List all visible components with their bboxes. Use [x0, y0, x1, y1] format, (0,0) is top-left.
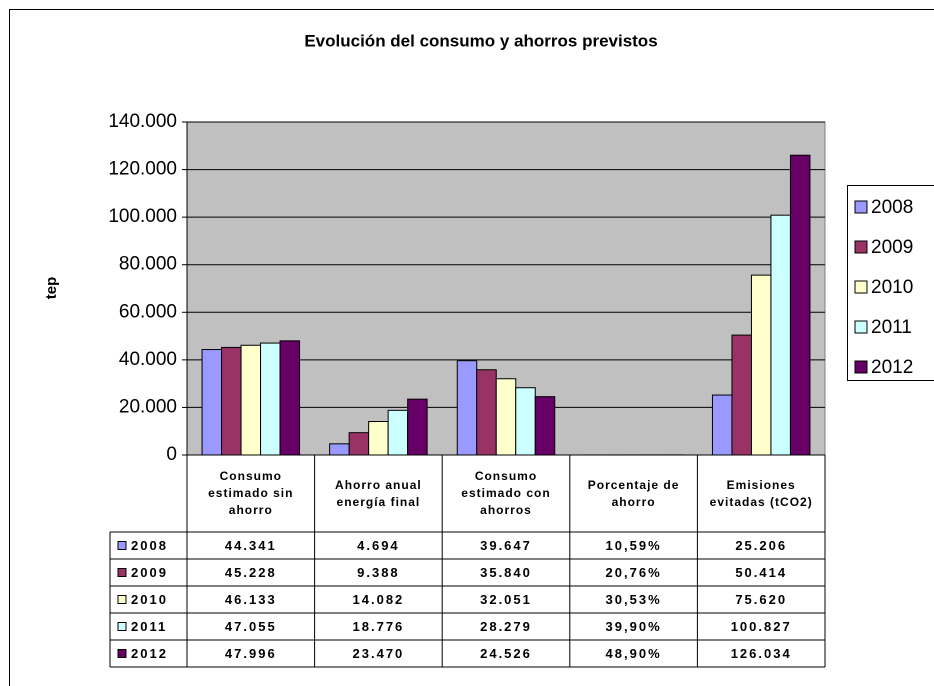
table-cell: 47.055: [225, 619, 277, 634]
y-tick-label: 0: [166, 444, 177, 465]
legend-label: 2011: [871, 317, 912, 338]
table-legend-key: [117, 568, 127, 577]
table-cell: 23.470: [353, 646, 405, 661]
y-tick-label: 80.000: [119, 254, 177, 275]
table-cell: 14.082: [353, 592, 405, 607]
y-tick-label: 40.000: [119, 349, 177, 370]
bar: [731, 334, 752, 456]
bar: [387, 409, 409, 456]
bar: [260, 342, 281, 456]
legend-label: 2012: [871, 357, 913, 378]
table-cell: 44.341: [225, 538, 277, 553]
bar: [789, 154, 811, 456]
table-row-label: 2008: [131, 538, 168, 553]
table-cell: 39,90%: [606, 619, 662, 634]
legend-key: [854, 200, 868, 214]
table-legend-key: [117, 649, 127, 658]
table-cell: 47.996: [225, 646, 277, 661]
legend-label: 2008: [871, 197, 913, 218]
category-label: Emisiones evitadas (tCO2): [709, 477, 813, 509]
bar: [279, 340, 301, 456]
table-row-label: 2010: [131, 592, 168, 607]
y-tick-label: 100.000: [108, 206, 177, 227]
legend-key: [854, 360, 868, 374]
legend-key: [854, 280, 868, 294]
bar: [456, 360, 478, 456]
table-cell: 48,90%: [606, 646, 662, 661]
bar: [240, 344, 262, 456]
table-cell: 100.827: [731, 619, 792, 634]
category-label: Porcentaje de ahorro: [587, 477, 680, 509]
table-row-label: 2012: [131, 646, 168, 661]
table-cell: 24.526: [480, 646, 532, 661]
bar: [750, 274, 772, 456]
bar: [495, 378, 517, 456]
chart-title: Evolución del consumo y ahorros previsto…: [304, 31, 657, 50]
table-cell: 30,53%: [606, 592, 662, 607]
table-cell: 39.647: [480, 538, 532, 553]
table-cell: 4.694: [357, 538, 400, 553]
table-row-label: 2011: [131, 619, 167, 634]
bar: [515, 387, 536, 456]
table-legend-key: [117, 595, 127, 604]
table-cell: 32.051: [480, 592, 532, 607]
bar: [368, 421, 389, 456]
bar: [329, 443, 350, 456]
bar: [201, 349, 223, 456]
table-cell: 10,59%: [606, 538, 662, 553]
table-cell: 46.133: [225, 592, 277, 607]
table-legend-key: [117, 622, 127, 631]
category-label: Consumo estimado con ahorros: [461, 469, 551, 517]
legend-label: 2010: [871, 277, 913, 298]
bar: [770, 214, 791, 456]
bar: [711, 394, 733, 456]
bar: [534, 396, 556, 456]
table-cell: 126.034: [731, 646, 792, 661]
y-tick-label: 60.000: [119, 301, 177, 322]
y-tick-label: 140.000: [108, 111, 177, 132]
table-row-label: 2009: [131, 565, 168, 580]
y-tick-label: 20.000: [119, 396, 177, 417]
table-cell: 50.414: [735, 565, 787, 580]
table-cell: 9.388: [357, 565, 400, 580]
y-axis-label: tep: [43, 277, 60, 300]
legend-label: 2009: [871, 237, 913, 258]
table-cell: 28.279: [480, 619, 532, 634]
bar: [476, 369, 497, 456]
legend-key: [854, 320, 868, 334]
table-legend-key: [117, 541, 127, 550]
bar: [221, 346, 242, 456]
category-label: Ahorro anual energía final: [335, 477, 422, 509]
y-tick-label: 120.000: [108, 159, 177, 180]
table-cell: 75.620: [735, 592, 787, 607]
legend-key: [854, 240, 868, 254]
bar: [348, 432, 370, 456]
table-cell: 35.840: [480, 565, 532, 580]
table-cell: 25.206: [735, 538, 787, 553]
table-cell: 20,76%: [606, 565, 662, 580]
bar: [407, 398, 428, 456]
table-cell: 45.228: [225, 565, 277, 580]
table-cell: 18.776: [353, 619, 405, 634]
category-label: Consumo estimado sin ahorro: [208, 469, 294, 517]
